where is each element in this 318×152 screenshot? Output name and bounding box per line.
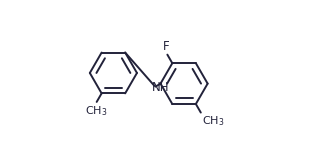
Text: CH$_3$: CH$_3$ [202,114,224,128]
Text: CH$_3$: CH$_3$ [85,104,107,118]
Text: NH: NH [152,81,170,94]
Text: F: F [163,40,170,53]
